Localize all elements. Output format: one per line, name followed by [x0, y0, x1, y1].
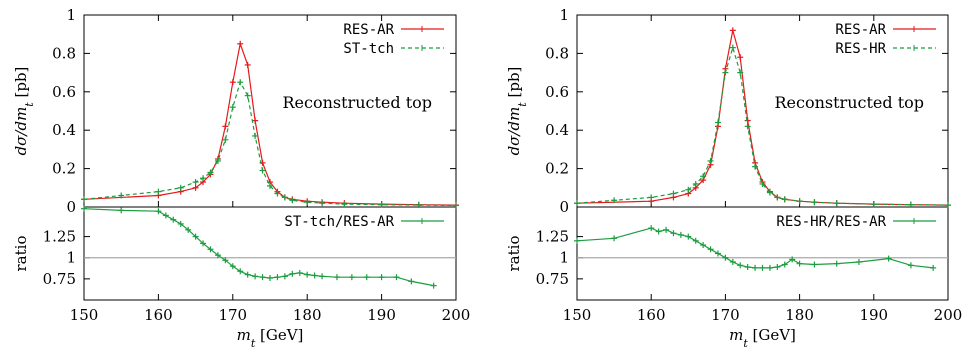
panel1-xtick-label-5: 200	[442, 306, 471, 324]
panel2-ytick-label-3: 0.6	[545, 83, 569, 101]
panel1-xlabel: mt [GeV]	[237, 326, 304, 350]
panel1-ytick-label-5: 1	[66, 6, 76, 24]
panel1-xtick-label-0: 150	[70, 306, 99, 324]
panel1-ratio-legend-label: ST-tch/RES-AR	[284, 214, 394, 230]
panel2-legend-label-0: RES-AR	[835, 22, 886, 38]
panel2-ytick-label-5: 1	[559, 6, 569, 24]
panel1-ytick-label-4: 0.8	[52, 44, 76, 62]
panel2-xtick-label-5: 200	[934, 306, 963, 324]
panel2-xtick-label-0: 150	[563, 306, 592, 324]
panel1-xtick-label-1: 160	[144, 306, 173, 324]
panel1-xtick-label-3: 180	[293, 306, 322, 324]
panel2-xtick-label-2: 170	[711, 306, 740, 324]
panel2-ratio-ytick-label-0: 0.75	[536, 270, 569, 288]
panel2-xtick-label-4: 190	[859, 306, 888, 324]
panel1-xtick-label-2: 170	[218, 306, 247, 324]
panel2-ytick-label-4: 0.8	[545, 44, 569, 62]
panel1-series-1-line	[83, 80, 457, 207]
panel1-legend-label-1: ST-tch	[343, 41, 394, 57]
panel2-legend-label-1: RES-HR	[835, 41, 886, 57]
panel1-ytick-label-1: 0.2	[52, 160, 76, 178]
panel2-xtick-label-3: 180	[785, 306, 814, 324]
panel1-ratio-ytick-label-1: 1	[66, 249, 76, 267]
panel1-ratio-ylabel: ratio	[12, 236, 30, 272]
panel1-ratio-ytick-label-2: 1.25	[43, 228, 76, 246]
panel2-ytick-label-2: 0.4	[545, 121, 569, 139]
panel2-ytick-label-0: 0	[559, 198, 569, 216]
panel2-ratio-ytick-label-1: 1	[559, 249, 569, 267]
panel2-xlabel: mt [GeV]	[729, 326, 796, 350]
panel1-xtick-label-4: 190	[367, 306, 396, 324]
panel2-ratio-ylabel: ratio	[505, 236, 523, 272]
panel2-ytick-label-1: 0.2	[545, 160, 569, 178]
panel2-ylabel: dσ/dmt [pb]	[505, 67, 529, 156]
panel1-ratio-ytick-label-0: 0.75	[43, 270, 76, 288]
panel1-annotation: Reconstructed top	[283, 93, 433, 112]
panel1-ratio-frame	[83, 206, 457, 301]
panel1-ytick-label-0: 0	[66, 198, 76, 216]
panel1-legend-label-0: RES-AR	[343, 22, 394, 38]
panel2-series-1-line	[576, 45, 949, 206]
panel2-ratio-legend-label: RES-HR/RES-AR	[776, 214, 886, 230]
panel2-annotation: Reconstructed top	[775, 93, 925, 112]
panel2-xtick-label-1: 160	[637, 306, 666, 324]
panel1-ytick-label-2: 0.4	[52, 121, 76, 139]
panel1-ylabel: dσ/dmt [pb]	[12, 67, 36, 156]
panel2-ratio-frame	[576, 206, 949, 301]
panel2-series-0-line	[576, 30, 949, 206]
panel2-ratio-ytick-label-2: 1.25	[536, 228, 569, 246]
panel1-ytick-label-3: 0.6	[52, 83, 76, 101]
panel2-ratio-line	[576, 227, 934, 269]
